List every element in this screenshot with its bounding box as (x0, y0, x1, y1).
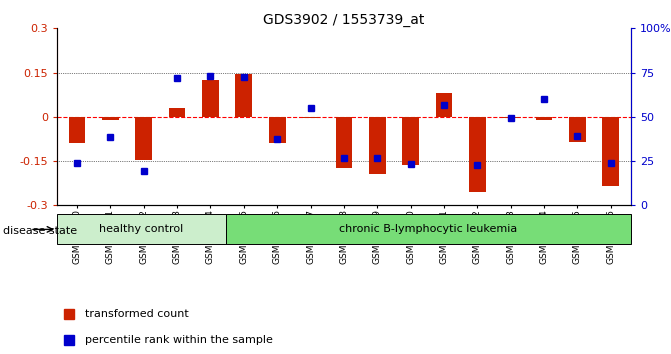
Bar (169, 108, 185, 117)
Bar (336, 117, 352, 169)
Text: transformed count: transformed count (85, 309, 189, 319)
Bar (225, 214, 631, 244)
Bar (402, 117, 419, 166)
Bar (236, 74, 252, 117)
Bar (68, 117, 85, 143)
Bar (202, 80, 219, 117)
Bar (435, 93, 452, 117)
Text: chronic B-lymphocytic leukemia: chronic B-lymphocytic leukemia (339, 224, 517, 234)
Bar (369, 117, 386, 175)
Text: percentile rank within the sample: percentile rank within the sample (85, 335, 272, 345)
Text: healthy control: healthy control (99, 224, 184, 234)
Title: GDS3902 / 1553739_at: GDS3902 / 1553739_at (263, 13, 425, 27)
Bar (302, 117, 319, 118)
Bar (503, 117, 519, 118)
Bar (136, 117, 152, 160)
Bar (603, 117, 619, 186)
Bar (102, 117, 119, 120)
Bar (469, 117, 486, 192)
Bar (269, 117, 286, 143)
Bar (57, 214, 225, 244)
Text: disease state: disease state (3, 226, 77, 236)
Bar (535, 117, 552, 120)
Bar (569, 117, 586, 142)
